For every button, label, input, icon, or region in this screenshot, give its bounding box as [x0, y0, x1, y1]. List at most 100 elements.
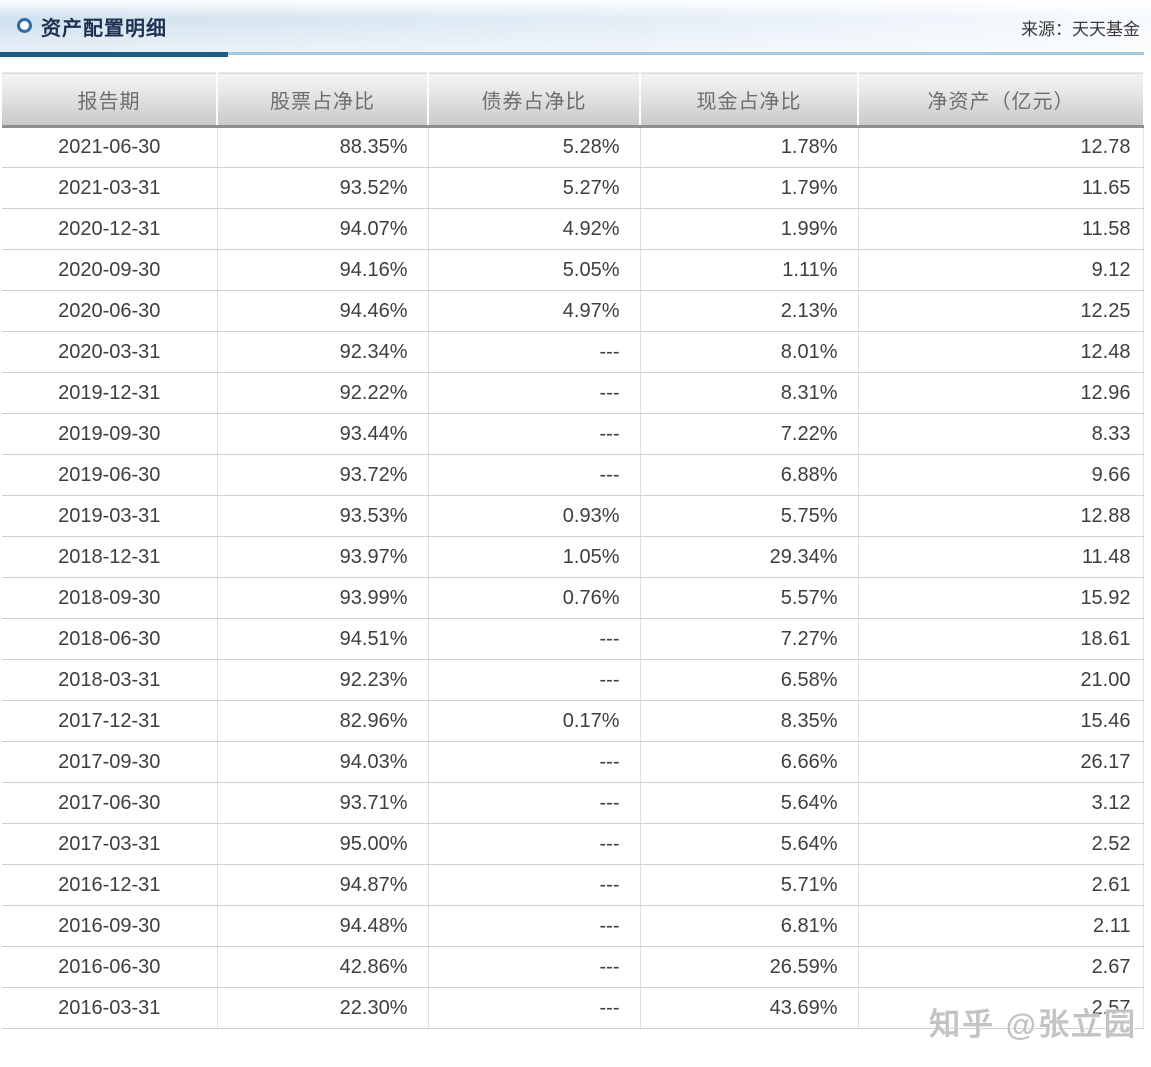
table-row: 2016-09-30 94.48% --- 6.81% 2.11 [2, 905, 1144, 947]
cell-bond-pct-of-net: --- [427, 413, 640, 455]
cell-net-assets-100m: 3.12 [857, 782, 1144, 824]
table-row: 2020-09-30 94.16% 5.05% 1.11% 9.12 [2, 249, 1144, 291]
cell-stock-pct-of-net: 93.53% [216, 495, 428, 537]
cell-stock-pct-of-net: 92.34% [216, 331, 428, 373]
cell-report-date: 2018-03-31 [2, 659, 217, 701]
cell-bond-pct-of-net: --- [427, 946, 640, 988]
cell-net-assets-100m: 15.46 [857, 700, 1144, 742]
section-title: 资产配置明细 [41, 18, 167, 40]
table-row: 2021-03-31 93.52% 5.27% 1.79% 11.65 [2, 167, 1144, 209]
cell-bond-pct-of-net: 0.76% [427, 577, 640, 619]
cell-stock-pct-of-net: 92.23% [216, 659, 428, 701]
cell-cash-pct-of-net: 7.27% [639, 618, 858, 660]
cell-cash-pct-of-net: 29.34% [639, 536, 858, 578]
cell-bond-pct-of-net: 0.17% [427, 700, 640, 742]
cell-stock-pct-of-net: 95.00% [216, 823, 428, 865]
table-row: 2019-12-31 92.22% --- 8.31% 12.96 [2, 372, 1144, 414]
cell-report-date: 2016-12-31 [2, 864, 217, 906]
table-row: 2020-03-31 92.34% --- 8.01% 12.48 [2, 331, 1144, 373]
cell-stock-pct-of-net: 93.44% [216, 413, 428, 455]
cell-net-assets-100m: 2.57 [857, 987, 1144, 1029]
cell-report-date: 2017-03-31 [2, 823, 217, 865]
table-row: 2016-12-31 94.87% --- 5.71% 2.61 [2, 864, 1144, 906]
cell-cash-pct-of-net: 26.59% [639, 946, 858, 988]
cell-stock-pct-of-net: 88.35% [216, 126, 428, 168]
cell-bond-pct-of-net: 5.27% [427, 167, 640, 209]
cell-net-assets-100m: 8.33 [857, 413, 1144, 455]
table-row: 2017-09-30 94.03% --- 6.66% 26.17 [2, 741, 1144, 783]
cell-stock-pct-of-net: 94.51% [216, 618, 428, 660]
cell-report-date: 2018-12-31 [2, 536, 217, 578]
cell-cash-pct-of-net: 1.11% [639, 249, 858, 291]
cell-bond-pct-of-net: --- [427, 987, 640, 1029]
cell-stock-pct-of-net: 94.48% [216, 905, 428, 947]
table-row: 2020-12-31 94.07% 4.92% 1.99% 11.58 [2, 208, 1144, 250]
cell-stock-pct-of-net: 93.52% [216, 167, 428, 209]
table-body: 2021-06-30 88.35% 5.28% 1.78% 12.78 2021-03-3… [2, 126, 1144, 1029]
cell-net-assets-100m: 2.61 [857, 864, 1144, 906]
column-header-bond-pct: 债券占净比 [427, 72, 640, 128]
cell-net-assets-100m: 12.48 [857, 331, 1144, 373]
cell-bond-pct-of-net: 1.05% [427, 536, 640, 578]
cell-bond-pct-of-net: 0.93% [427, 495, 640, 537]
cell-bond-pct-of-net: --- [427, 454, 640, 496]
cell-net-assets-100m: 12.96 [857, 372, 1144, 414]
table-row: 2019-09-30 93.44% --- 7.22% 8.33 [2, 413, 1144, 455]
table-row: 2016-03-31 22.30% --- 43.69% 2.57 [2, 987, 1144, 1029]
cell-net-assets-100m: 11.65 [857, 167, 1144, 209]
cell-stock-pct-of-net: 22.30% [216, 987, 428, 1029]
cell-cash-pct-of-net: 8.01% [639, 331, 858, 373]
table-row: 2017-12-31 82.96% 0.17% 8.35% 15.46 [2, 700, 1144, 742]
table-row: 2016-06-30 42.86% --- 26.59% 2.67 [2, 946, 1144, 988]
cell-report-date: 2019-12-31 [2, 372, 217, 414]
cell-stock-pct-of-net: 93.99% [216, 577, 428, 619]
table-row: 2020-06-30 94.46% 4.97% 2.13% 12.25 [2, 290, 1144, 332]
cell-bond-pct-of-net: 5.05% [427, 249, 640, 291]
cell-bond-pct-of-net: --- [427, 905, 640, 947]
cell-report-date: 2017-09-30 [2, 741, 217, 783]
cell-net-assets-100m: 12.78 [857, 126, 1144, 168]
cell-cash-pct-of-net: 2.13% [639, 290, 858, 332]
cell-net-assets-100m: 12.25 [857, 290, 1144, 332]
cell-cash-pct-of-net: 1.99% [639, 208, 858, 250]
cell-net-assets-100m: 26.17 [857, 741, 1144, 783]
cell-report-date: 2016-09-30 [2, 905, 217, 947]
cell-bond-pct-of-net: --- [427, 782, 640, 824]
table-row: 2018-09-30 93.99% 0.76% 5.57% 15.92 [2, 577, 1144, 619]
cell-net-assets-100m: 11.48 [857, 536, 1144, 578]
cell-cash-pct-of-net: 5.75% [639, 495, 858, 537]
column-header-stock-pct: 股票占净比 [216, 72, 428, 128]
cell-net-assets-100m: 2.52 [857, 823, 1144, 865]
cell-bond-pct-of-net: --- [427, 741, 640, 783]
cell-bond-pct-of-net: --- [427, 864, 640, 906]
cell-net-assets-100m: 9.66 [857, 454, 1144, 496]
cell-bond-pct-of-net: --- [427, 372, 640, 414]
cell-cash-pct-of-net: 43.69% [639, 987, 858, 1029]
cell-cash-pct-of-net: 5.71% [639, 864, 858, 906]
cell-report-date: 2018-06-30 [2, 618, 217, 660]
cell-cash-pct-of-net: 8.35% [639, 700, 858, 742]
table-row: 2019-03-31 93.53% 0.93% 5.75% 12.88 [2, 495, 1144, 537]
cell-net-assets-100m: 2.67 [857, 946, 1144, 988]
cell-report-date: 2020-09-30 [2, 249, 217, 291]
cell-cash-pct-of-net: 5.64% [639, 782, 858, 824]
cell-cash-pct-of-net: 5.57% [639, 577, 858, 619]
cell-bond-pct-of-net: --- [427, 618, 640, 660]
cell-report-date: 2019-06-30 [2, 454, 217, 496]
cell-report-date: 2018-09-30 [2, 577, 217, 619]
cell-net-assets-100m: 2.11 [857, 905, 1144, 947]
table-row: 2017-06-30 93.71% --- 5.64% 3.12 [2, 782, 1144, 824]
cell-report-date: 2016-06-30 [2, 946, 217, 988]
data-source-label: 来源：天天基金 [1021, 20, 1140, 39]
title-underline-light [228, 52, 1144, 55]
cell-net-assets-100m: 11.58 [857, 208, 1144, 250]
cell-stock-pct-of-net: 82.96% [216, 700, 428, 742]
cell-report-date: 2019-09-30 [2, 413, 217, 455]
cell-net-assets-100m: 9.12 [857, 249, 1144, 291]
cell-stock-pct-of-net: 94.87% [216, 864, 428, 906]
cell-cash-pct-of-net: 6.81% [639, 905, 858, 947]
table-row: 2017-03-31 95.00% --- 5.64% 2.52 [2, 823, 1144, 865]
cell-report-date: 2019-03-31 [2, 495, 217, 537]
cell-stock-pct-of-net: 42.86% [216, 946, 428, 988]
